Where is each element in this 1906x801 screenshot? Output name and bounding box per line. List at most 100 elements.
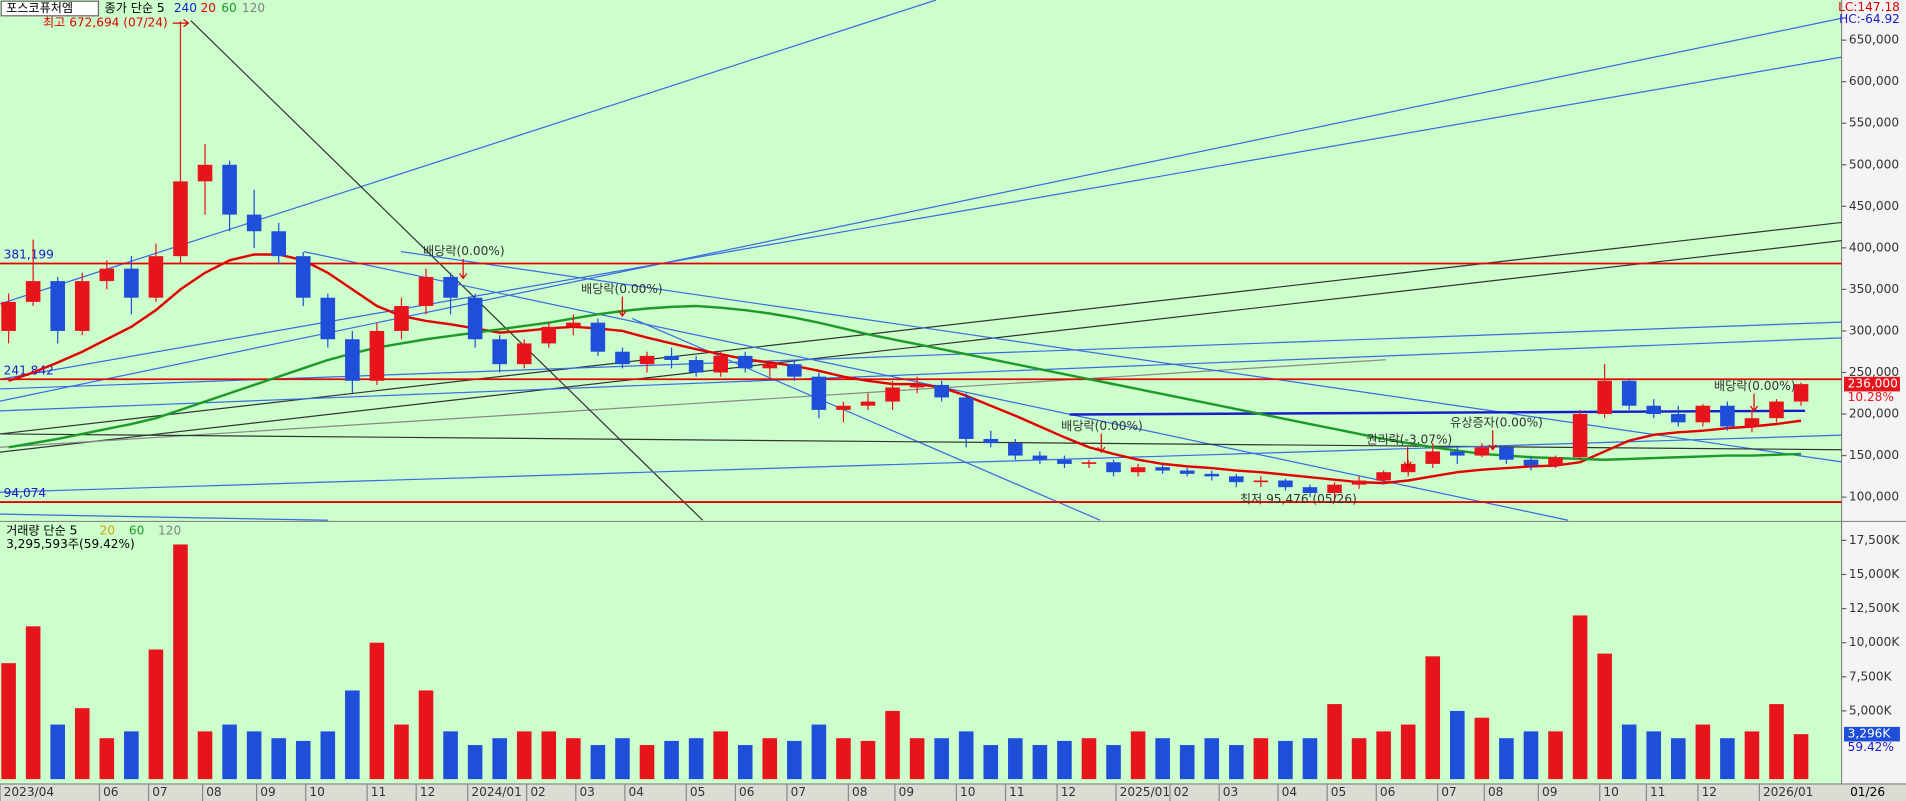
volume-bar xyxy=(566,738,581,780)
volume-bar xyxy=(1646,731,1662,780)
y-tick-label: 17,500K xyxy=(1849,533,1900,547)
volume-bar xyxy=(1425,656,1441,780)
volume-bar xyxy=(173,544,188,780)
ma-period: 240 xyxy=(174,1,197,15)
volume-bar xyxy=(1179,745,1195,780)
volume-bar xyxy=(615,738,630,780)
candle-body xyxy=(222,164,237,215)
volume-bar xyxy=(1744,731,1760,780)
candle-body xyxy=(173,181,188,257)
x-tick-label: 2025/01 xyxy=(1120,785,1170,799)
x-tick-label: 08 xyxy=(1488,785,1503,799)
candle-body xyxy=(1008,443,1023,456)
candle-body xyxy=(1106,462,1121,473)
lc-label: LC:147.18 xyxy=(1838,0,1900,14)
candle-body xyxy=(1670,414,1686,423)
candle-body xyxy=(566,322,581,327)
annotation: 배당락(0.00%) xyxy=(581,282,663,296)
x-tick-label: 11 xyxy=(1650,785,1665,799)
ma-period: 120 xyxy=(242,1,265,15)
candle-body xyxy=(1769,401,1784,419)
volume-bar xyxy=(1081,738,1097,780)
volume-bar xyxy=(25,626,41,780)
name-box xyxy=(0,0,100,17)
candle-body xyxy=(99,268,115,282)
x-tick-label: 06 xyxy=(103,785,118,799)
candle-body xyxy=(1621,380,1637,406)
volume-bar xyxy=(1597,653,1612,780)
x-tick-label: 11 xyxy=(1009,785,1024,799)
candle-body xyxy=(811,376,827,410)
candle-body xyxy=(541,326,557,344)
candle-body xyxy=(124,268,139,298)
x-tick-label: 06 xyxy=(739,785,754,799)
candle-body xyxy=(713,355,728,373)
date-strip xyxy=(0,783,1906,801)
candle-body xyxy=(1179,470,1195,474)
volume-bar xyxy=(443,731,458,780)
plot-background xyxy=(0,0,1842,784)
volume-bar xyxy=(516,731,532,780)
annotation-arrow xyxy=(458,258,468,280)
volume-bar xyxy=(1057,740,1072,780)
candle-body xyxy=(295,256,311,298)
candle-body xyxy=(787,364,802,377)
annotation: 배당락(0.00%) xyxy=(423,244,505,258)
volume-bar xyxy=(369,642,385,780)
candle-body xyxy=(1229,476,1244,483)
volume-bar xyxy=(1327,704,1342,780)
x-tick-label: 05 xyxy=(690,785,705,799)
volume-bar xyxy=(74,708,90,780)
y-tick-label: 600,000 xyxy=(1849,74,1899,88)
volume-title: 거래량 단순 5 xyxy=(6,524,77,538)
volume-bar xyxy=(197,731,213,780)
candle-body xyxy=(1130,467,1146,473)
trend-line xyxy=(0,434,1842,493)
x-tick-label: 02 xyxy=(530,785,545,799)
y-tick-label: 400,000 xyxy=(1849,240,1899,254)
x-tick-label: 08 xyxy=(852,785,867,799)
volume-bar xyxy=(467,745,483,780)
volume-bar xyxy=(492,738,507,780)
volume-bar xyxy=(1720,738,1735,780)
volume-bar xyxy=(1499,738,1514,780)
x-tick-label: 2026/01 xyxy=(1763,785,1813,799)
candle-body xyxy=(885,387,900,402)
volume-bar xyxy=(1130,731,1146,780)
candle-body xyxy=(983,438,999,444)
volume-bar xyxy=(1474,717,1490,780)
trend-line xyxy=(0,433,1842,451)
candle-body xyxy=(394,306,409,331)
volume-bar xyxy=(345,690,360,780)
volume-bar xyxy=(1769,704,1784,780)
volume-bar xyxy=(1621,724,1637,780)
x-tick-label: 07 xyxy=(152,785,167,799)
last-volume-change: 59.42% xyxy=(1848,740,1894,754)
volume-bar xyxy=(418,690,434,780)
volume-bar xyxy=(394,724,409,780)
candle-body xyxy=(369,330,385,381)
volume-bar xyxy=(983,745,999,780)
x-tick-label: 07 xyxy=(1441,785,1456,799)
volume-bar xyxy=(1008,738,1023,780)
volume-legend: 20 xyxy=(100,524,115,538)
candle-body xyxy=(1278,480,1293,488)
volume-bar xyxy=(1229,745,1244,780)
horizontal-line-label: 94,074 xyxy=(4,486,47,500)
candle-body xyxy=(1646,405,1662,415)
volume-bar xyxy=(295,740,311,780)
horizontal-line-label: 381,199 xyxy=(4,247,54,261)
volume-bar xyxy=(1572,615,1588,780)
volume-bar xyxy=(1523,731,1539,780)
annotation: 유상증자(0.00%) xyxy=(1450,415,1543,429)
candle-body xyxy=(1523,459,1539,466)
candle-body xyxy=(320,297,336,340)
candle-body xyxy=(1155,467,1170,471)
x-tick-label: 12 xyxy=(1061,785,1076,799)
volume-bar xyxy=(1670,738,1686,780)
x-tick-label: 04 xyxy=(1282,785,1298,799)
volume-bar xyxy=(320,731,336,780)
volume-bar xyxy=(1302,738,1318,780)
x-tick-label: 06 xyxy=(1380,785,1395,799)
